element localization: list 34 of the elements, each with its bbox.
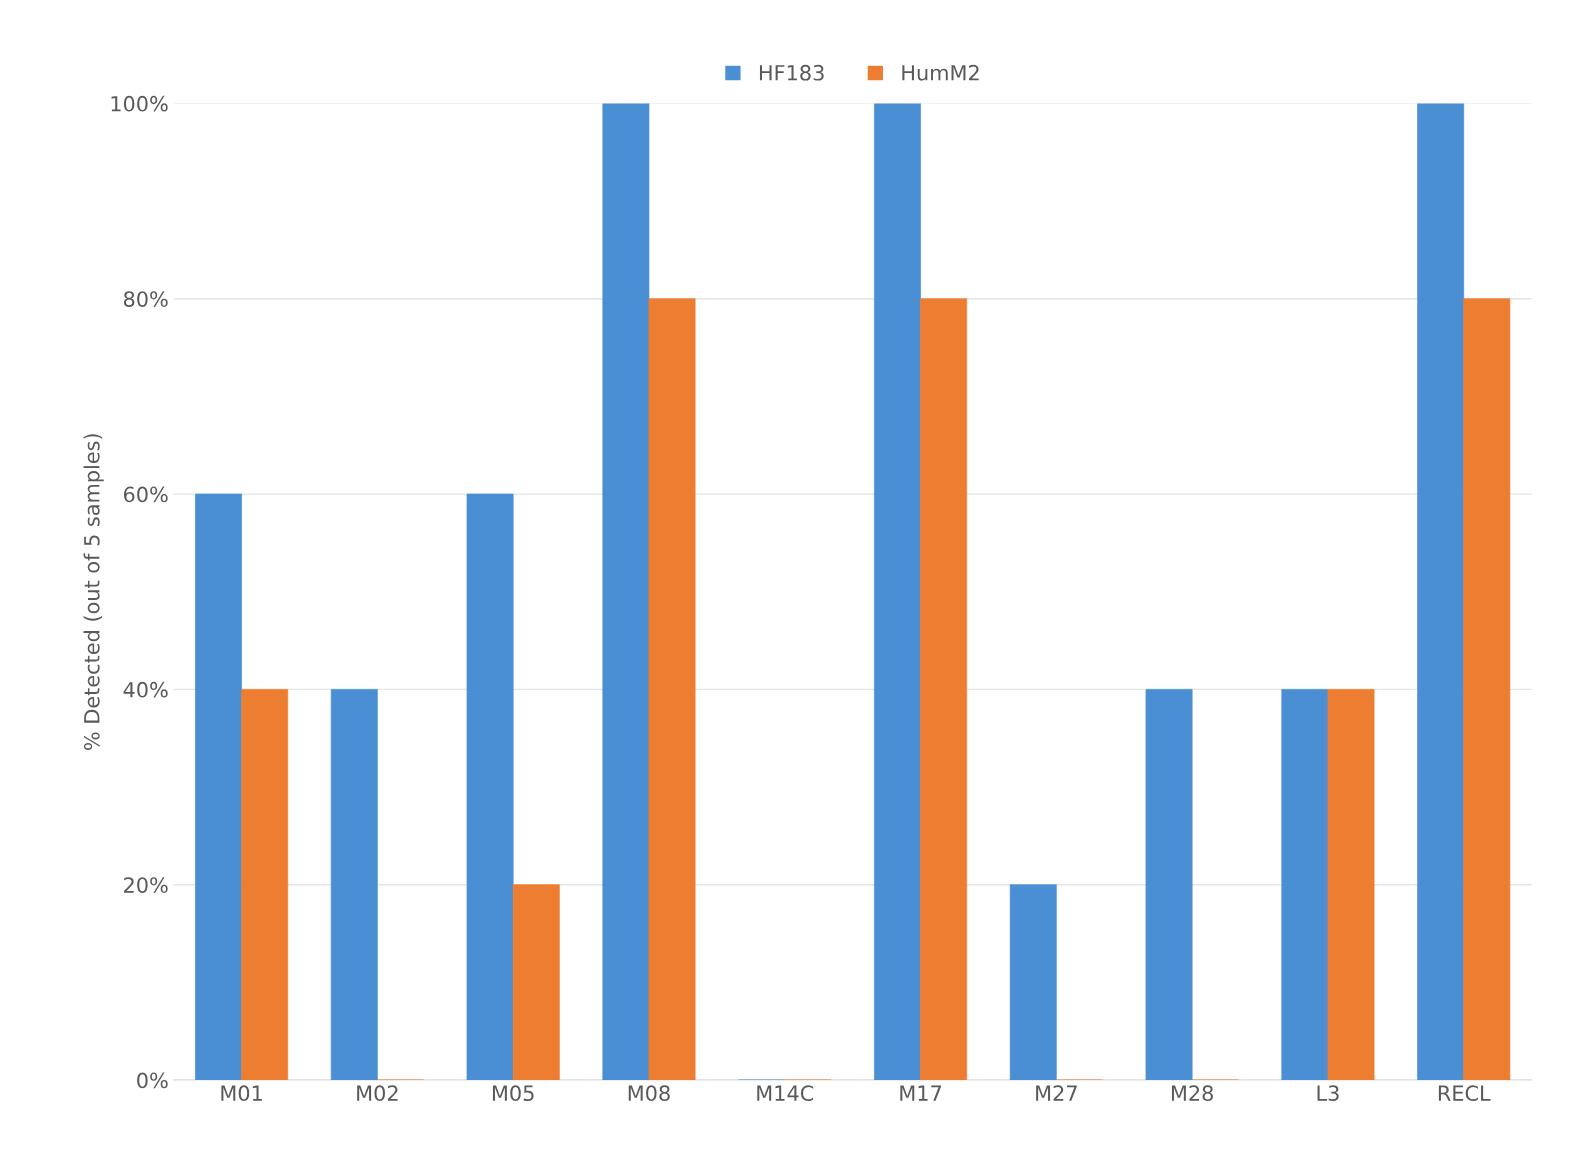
bar <box>1463 298 1511 1081</box>
bar <box>1281 689 1329 1081</box>
bar <box>920 298 968 1081</box>
x-tick-label: M17 <box>900 1085 942 1101</box>
x-tick-label: M02 <box>357 1085 398 1102</box>
bar <box>602 103 650 1081</box>
y-tick-label: 80% <box>123 291 168 307</box>
bar <box>1145 689 1193 1081</box>
legend-label: HumM2 <box>902 64 979 81</box>
x-tick-label: M27 <box>1036 1085 1077 1101</box>
bar <box>195 493 242 1081</box>
legend-label: HF183 <box>759 64 824 81</box>
bar <box>512 884 560 1081</box>
bar <box>466 493 514 1081</box>
bar <box>1417 103 1465 1081</box>
y-tick-label: 0% <box>137 1072 168 1089</box>
x-tick-label: L3 <box>1317 1085 1339 1102</box>
x-tick-label: M05 <box>492 1085 534 1102</box>
y-tick-label: 100% <box>111 95 168 112</box>
x-tick-label: M01 <box>221 1085 262 1102</box>
x-tick-label: RECL <box>1438 1085 1491 1102</box>
bar <box>330 689 378 1081</box>
y-tick-label: 40% <box>123 681 168 698</box>
x-tick-label: M08 <box>628 1085 670 1102</box>
x-tick-label: M14C <box>757 1085 814 1102</box>
bar <box>1327 689 1375 1081</box>
x-tick-label: M28 <box>1171 1085 1213 1102</box>
bar <box>241 689 289 1081</box>
bar <box>1009 884 1057 1081</box>
y-tick-label: 20% <box>124 877 168 893</box>
bar <box>648 298 696 1081</box>
bar <box>874 103 921 1081</box>
y-tick-label: 60% <box>123 486 168 503</box>
y-axis-title: % Detected (out of 5 samples) <box>83 434 104 750</box>
